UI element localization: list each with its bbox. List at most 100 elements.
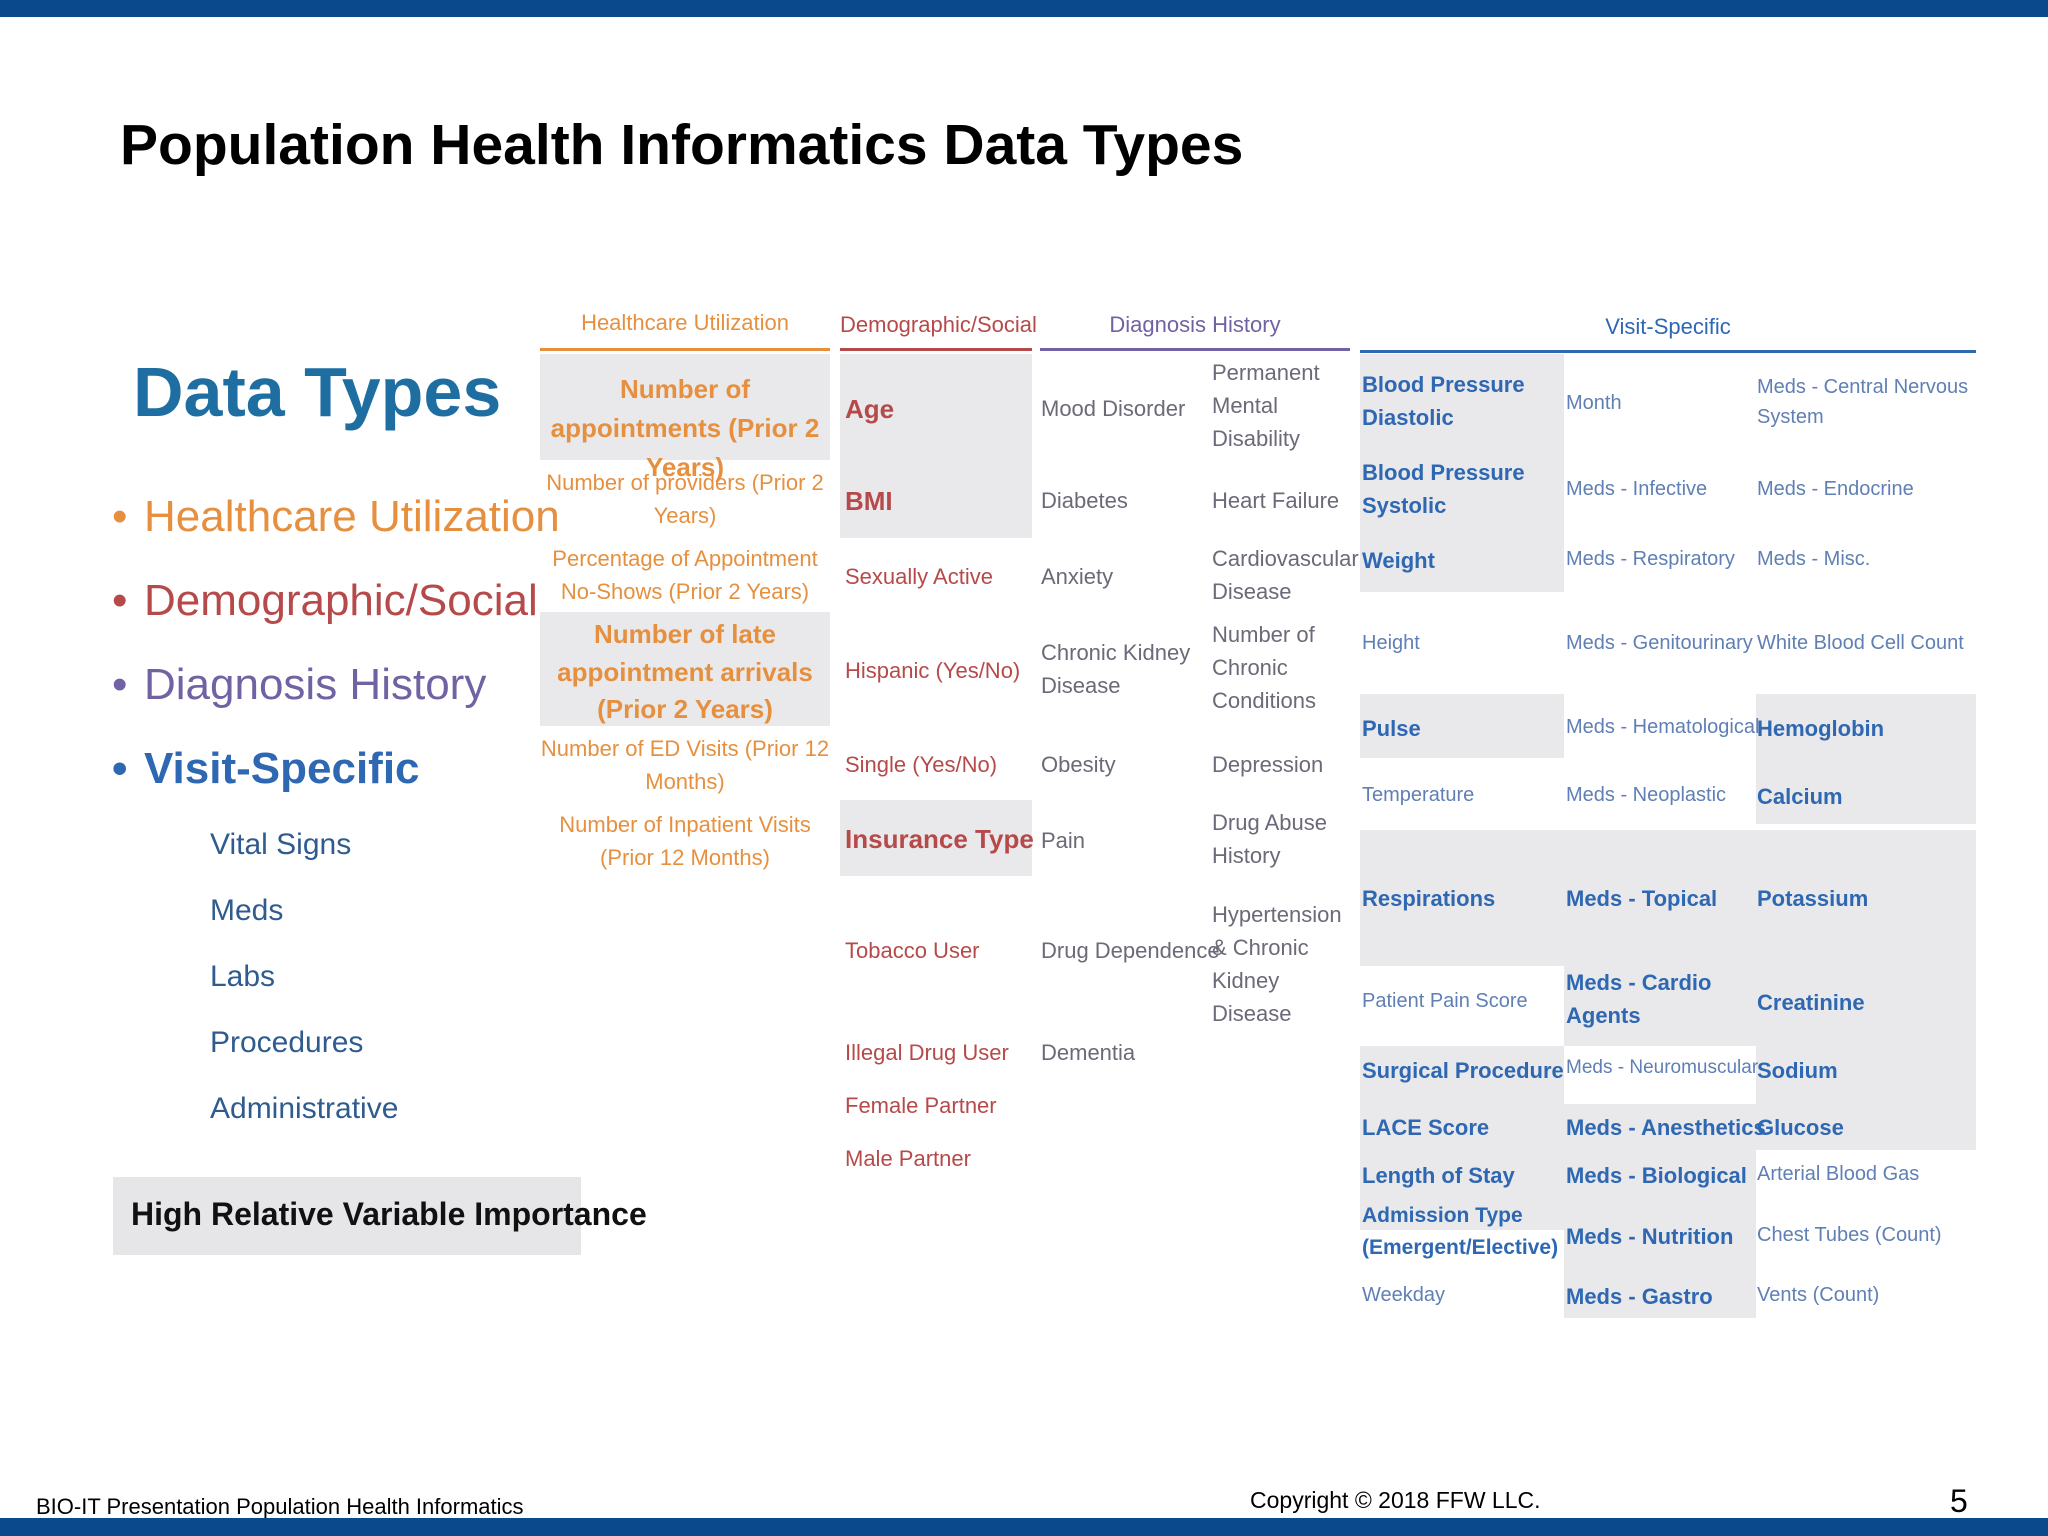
legend-item-demographic-social: • Demographic/Social — [112, 576, 538, 626]
diagnosis-cell: Drug Dependence — [1041, 938, 1220, 963]
healthcare-cell: Percentage of Appointment No-Shows (Prio… — [552, 546, 818, 604]
visit-cell: Month — [1566, 392, 1622, 414]
legend-label: Healthcare Utilization — [144, 492, 560, 541]
visit-cell: Hemoglobin — [1757, 716, 1885, 741]
column-rule-diagnosis — [1040, 348, 1350, 351]
sub-item-meds: Meds — [210, 894, 284, 927]
visit-cell: Meds - Hematological — [1566, 716, 1760, 738]
visit-cell: Meds - Respiratory — [1566, 548, 1735, 570]
healthcare-cell: Number of ED Visits (Prior 12 Months) — [540, 736, 830, 794]
diagnosis-cell: Drug Abuse History — [1212, 810, 1327, 868]
visit-cell: LACE Score — [1362, 1115, 1490, 1140]
visit-cell: Meds - Biological — [1566, 1163, 1747, 1188]
diagnosis-cell: Anxiety — [1041, 564, 1114, 589]
diagnosis-cell: Cardiovascular Disease — [1212, 546, 1359, 604]
bullet-icon: • — [112, 660, 128, 709]
diagnosis-cell: Permanent Mental Disability — [1212, 360, 1320, 451]
sub-item-procedures: Procedures — [210, 1026, 364, 1059]
bullet-icon: • — [112, 744, 128, 793]
visit-cell: Meds - Neoplastic — [1566, 784, 1727, 806]
demographic-cell: BMI — [845, 486, 893, 516]
visit-cell: Pulse — [1362, 716, 1421, 741]
visit-cell: Meds - Cardio Agents — [1566, 970, 1712, 1028]
healthcare-cell: Number of appointments (Prior 2 Years) — [550, 374, 820, 482]
visit-cell: White Blood Cell Count — [1757, 632, 1964, 654]
highlight-bg — [1564, 966, 1756, 1046]
healthcare-cell: Number of late appointment arrivals (Pri… — [557, 619, 813, 725]
highlight-bg — [1360, 1150, 1564, 1230]
highlight-bg — [540, 354, 830, 460]
demographic-cell: Illegal Drug User — [845, 1040, 1009, 1065]
visit-cell: Sodium — [1757, 1058, 1838, 1083]
column-header-healthcare: Healthcare Utilization — [581, 310, 789, 335]
demographic-cell: Insurance Type — [845, 824, 1034, 854]
demographic-cell: Hispanic (Yes/No) — [845, 658, 1021, 683]
diagnosis-cell: Chronic Kidney Disease — [1041, 640, 1191, 698]
bullet-icon: • — [112, 492, 128, 541]
visit-cell: Surgical Procedure — [1362, 1058, 1564, 1083]
visit-cell: Meds - Nutrition — [1566, 1224, 1734, 1249]
visit-cell: Weight — [1362, 548, 1435, 573]
visit-cell: Blood Pressure Systolic — [1362, 460, 1525, 518]
demographic-cell: Tobacco User — [845, 938, 980, 963]
diagnosis-cell: Number of Chronic Conditions — [1212, 622, 1316, 713]
sub-item-vital-signs: Vital Signs — [210, 828, 352, 861]
footer-copyright: Copyright © 2018 FFW LLC. — [1250, 1487, 1541, 1513]
highlight-bg — [1360, 354, 1564, 592]
healthcare-cell: Number of providers (Prior 2 Years) — [546, 470, 824, 528]
importance-legend-box: High Relative Variable Importance — [113, 1177, 647, 1255]
demographic-cell: Single (Yes/No) — [845, 752, 998, 777]
highlight-bg — [1360, 1046, 1564, 1150]
visit-cell: Weekday — [1362, 1284, 1446, 1306]
diagnosis-cell: Obesity — [1041, 752, 1116, 777]
visit-cell: Glucose — [1757, 1115, 1844, 1140]
column-header-demographic: Demographic/Social — [840, 312, 1037, 337]
visit-cell: Temperature — [1362, 784, 1475, 806]
legend-label: Diagnosis History — [144, 660, 487, 709]
highlight-bg — [1360, 694, 1564, 758]
visit-cell: Meds - Central Nervous System — [1757, 376, 1969, 428]
highlight-bg — [540, 612, 830, 726]
diagnosis-cell: Pain — [1041, 828, 1086, 853]
sub-item-labs: Labs — [210, 960, 276, 993]
legend-label: Demographic/Social — [144, 576, 538, 625]
top-accent-bar — [0, 0, 2048, 17]
visit-cell: Vents (Count) — [1757, 1284, 1880, 1306]
highlight-bg — [1756, 966, 1976, 1150]
demographic-cell: Age — [845, 394, 895, 424]
highlight-bg — [1360, 830, 1976, 966]
legend-label: Visit-Specific — [144, 744, 420, 793]
visit-cell: Meds - Endocrine — [1757, 478, 1914, 500]
diagnosis-cell: Depression — [1212, 752, 1324, 777]
importance-legend-label: High Relative Variable Importance — [131, 1196, 647, 1232]
legend-item-diagnosis-history: • Diagnosis History — [112, 660, 486, 710]
visit-cell: Meds - Neuromuscular — [1566, 1057, 1759, 1078]
visit-cell: Length of Stay — [1362, 1163, 1515, 1188]
bottom-accent-bar — [0, 1518, 2048, 1536]
demographic-cell: Female Partner — [845, 1093, 997, 1118]
visit-cell: Meds - Gastro — [1566, 1284, 1713, 1309]
highlight-bg — [840, 354, 1032, 538]
page-number: 5 — [1950, 1483, 1968, 1519]
visit-cell: Potassium — [1757, 886, 1869, 911]
visit-cell: Meds - Infective — [1566, 478, 1708, 500]
visit-cell: Admission Type (Emergent/Elective) — [1362, 1204, 1559, 1259]
legend-item-visit-specific: • Visit-Specific — [112, 744, 420, 794]
column-rule-visit — [1360, 350, 1976, 353]
bullet-icon: • — [112, 576, 128, 625]
diagnosis-cell: Hypertension & Chronic Kidney Disease — [1212, 902, 1342, 1026]
diagnosis-cell: Heart Failure — [1212, 488, 1340, 513]
visit-cell: Calcium — [1757, 784, 1843, 809]
diagnosis-cell: Dementia — [1041, 1040, 1136, 1065]
column-rule-demographic — [840, 348, 1032, 351]
slide-title: Population Health Informatics Data Types — [120, 113, 1244, 177]
visit-cell: Meds - Misc. — [1757, 548, 1871, 570]
column-header-diagnosis: Diagnosis History — [1109, 312, 1281, 337]
demographic-cell: Male Partner — [845, 1146, 971, 1171]
footer-left-text: BIO-IT Presentation Population Health In… — [36, 1494, 524, 1519]
data-types-heading: Data Types — [133, 353, 502, 431]
visit-cell: Creatinine — [1757, 990, 1865, 1015]
demographic-cell: Sexually Active — [845, 564, 993, 589]
visit-cell: Respirations — [1362, 886, 1496, 911]
diagnosis-cell: Mood Disorder — [1041, 396, 1186, 421]
